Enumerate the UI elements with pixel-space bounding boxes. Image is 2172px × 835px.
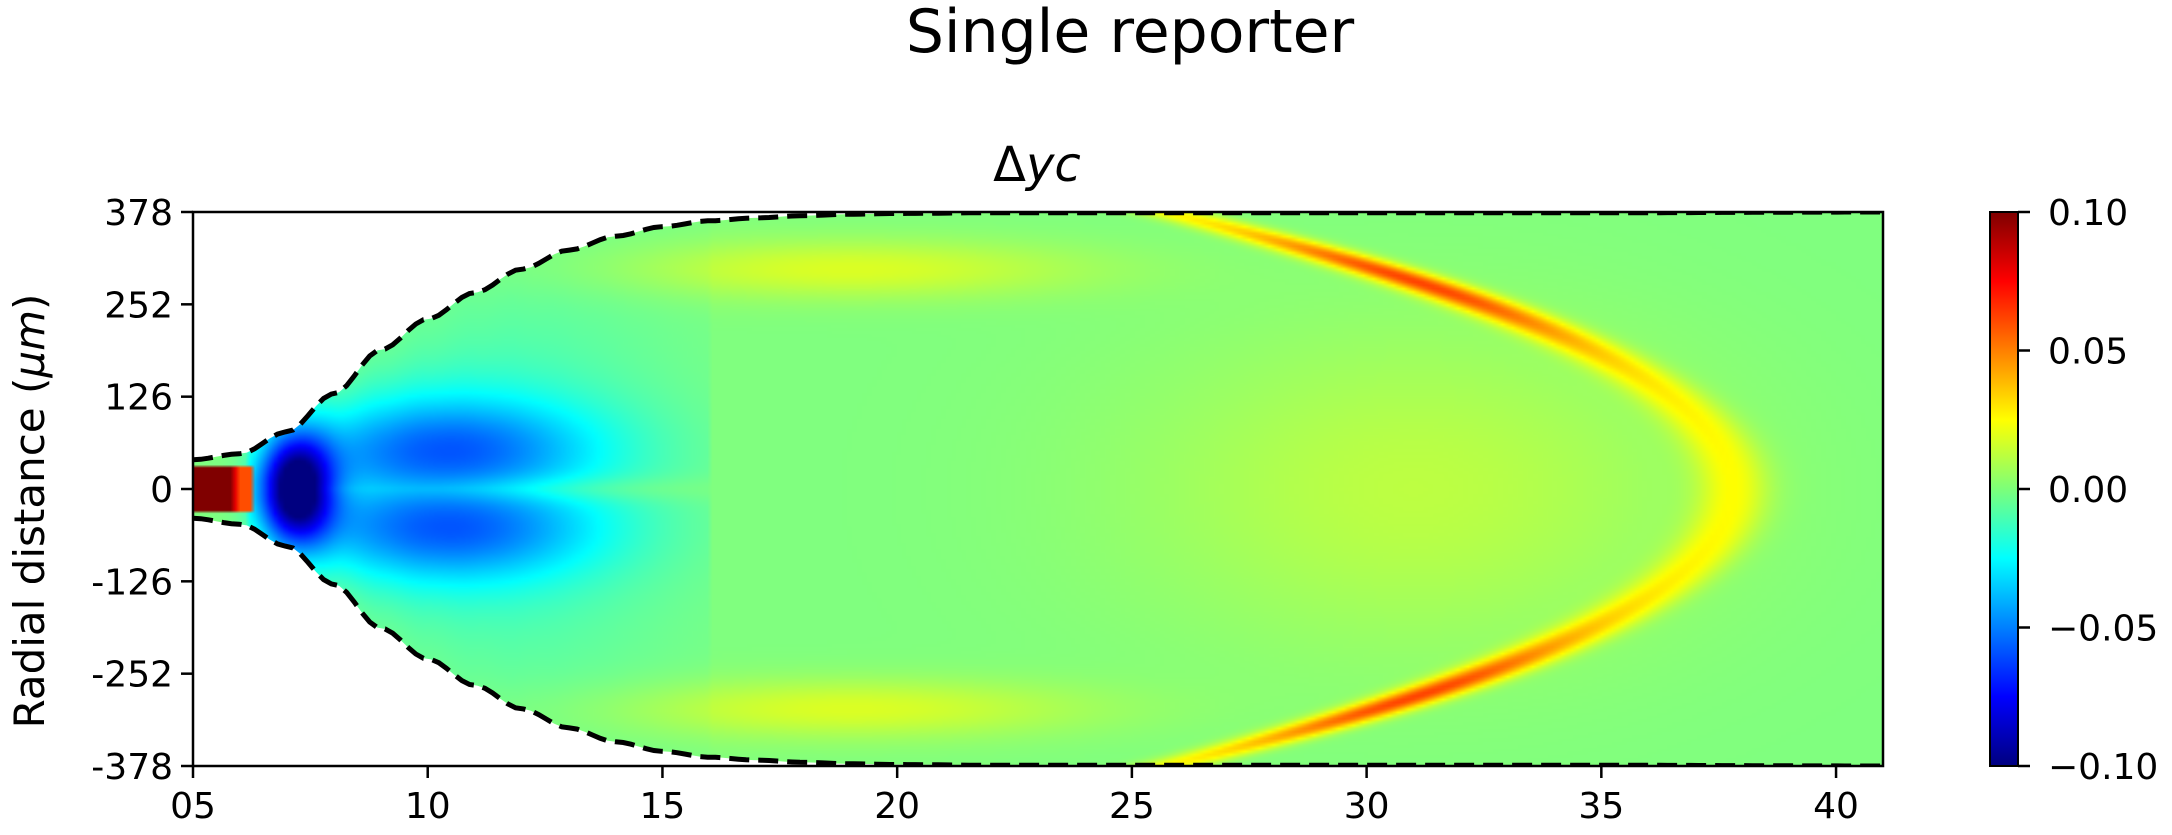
y-tick-label: -252 [91, 655, 173, 696]
x-axis: 05 10 15 20 25 30 35 40 [170, 766, 1859, 827]
colorbar-tick-label: 0.10 [2048, 193, 2128, 234]
x-tick-label: 25 [1109, 786, 1155, 827]
figure-suptitle: Single reporter [905, 0, 1355, 67]
y-axis-label: Radial distance (μm) [5, 294, 54, 729]
x-tick-label: 35 [1578, 786, 1624, 827]
x-tick-label: 10 [405, 786, 451, 827]
colorbar-tick-label: −0.10 [2048, 747, 2158, 788]
x-tick-label: 05 [170, 786, 216, 827]
colorbar-tick-label: −0.05 [2048, 609, 2158, 650]
y-tick-label: 378 [104, 193, 173, 234]
colorbar [1989, 211, 2019, 767]
y-tick-label: 126 [104, 378, 173, 419]
x-tick-label: 30 [1344, 786, 1390, 827]
x-tick-label: 40 [1813, 786, 1859, 827]
y-tick-label: -378 [91, 747, 173, 788]
colorbar-tick-label: 0.00 [2048, 470, 2128, 511]
y-tick-label: 252 [104, 285, 173, 326]
y-axis: 378 252 126 0 -126 -252 -378 [91, 193, 193, 788]
y-tick-label: 0 [150, 470, 173, 511]
heatmap-field [193, 212, 1883, 766]
y-tick-label: -126 [91, 562, 173, 603]
x-tick-label: 20 [874, 786, 920, 827]
x-tick-label: 15 [640, 786, 686, 827]
heatmap-image [193, 212, 1883, 766]
colorbar-tick-label: 0.05 [2048, 332, 2128, 373]
axes-title: Δyc [993, 137, 1081, 193]
colorbar-axis: 0.10 0.05 0.00 −0.05 −0.10 [2018, 193, 2158, 788]
